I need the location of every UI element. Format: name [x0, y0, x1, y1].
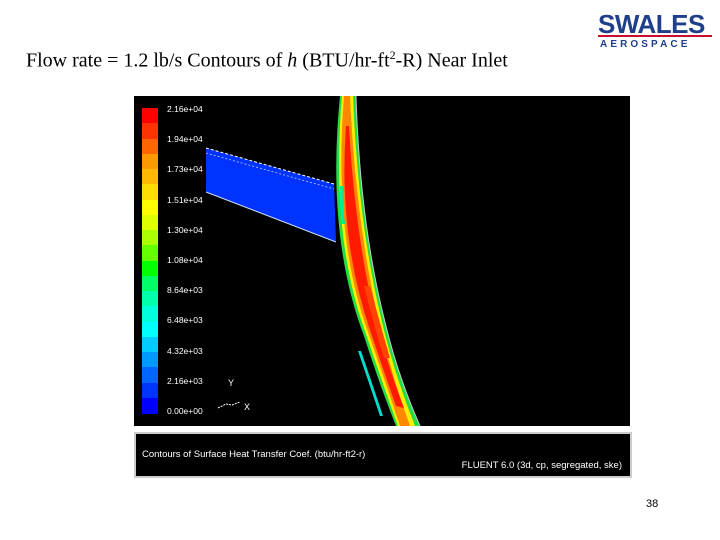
colorbar-tick-label: 8.64e+03 [167, 285, 203, 296]
colorbar-tick-label: 1.73e+04 [167, 164, 203, 175]
colorbar-swatch [142, 214, 158, 231]
inlet-edge-top [205, 147, 335, 185]
colorbar-tick-label: 1.30e+04 [167, 224, 203, 235]
wall-hotspot-lower [364, 286, 390, 358]
colorbar-tick-label: 2.16e+04 [167, 104, 203, 114]
colorbar-swatch [142, 169, 158, 185]
colorbar-tick-label: 4.32e+03 [167, 345, 203, 356]
plot-caption-box: Contours of Surface Heat Transfer Coef. … [134, 432, 632, 478]
title-units-sup: 2 [389, 48, 396, 62]
inlet-surface [206, 148, 336, 242]
colorbar-tick-label: 6.48e+03 [167, 315, 203, 326]
colorbar-tick-label: 1.51e+04 [167, 194, 203, 205]
colorbar-swatch [142, 306, 158, 322]
colorbar-tick-label: 2.16e+03 [167, 375, 203, 386]
logo-underline [598, 35, 712, 37]
colorbar-swatch [142, 336, 158, 353]
colorbar-swatch [142, 367, 158, 383]
colorbar-swatch [142, 230, 158, 246]
colorbar [142, 108, 158, 414]
colorbar-swatch [142, 352, 158, 368]
colorbar-swatch [142, 291, 158, 307]
title-prefix: Flow rate = 1.2 lb/s Contours of [26, 49, 288, 72]
colorbar-tick-label: 1.08e+04 [167, 255, 203, 265]
wall-cool-streak [358, 351, 383, 416]
axis-triad-icon [217, 401, 241, 409]
axis-x-label: X [244, 402, 251, 412]
colorbar-swatch [142, 108, 158, 124]
colorbar-swatch [142, 260, 158, 277]
plot-caption-right: FLUENT 6.0 (3d, cp, segregated, ske) [461, 460, 622, 471]
swales-logo: SWALES AEROSPACE [598, 10, 712, 50]
colorbar-tick-label: 0.00e+00 [167, 406, 203, 416]
wall-band-red [344, 126, 404, 408]
colorbar-swatch [142, 275, 158, 292]
colorbar-tick-label: 1.94e+04 [167, 134, 203, 145]
colorbar-swatch [142, 138, 158, 155]
slide-title: Flow rate = 1.2 lb/s Contours of h (BTU/… [26, 48, 508, 73]
wall-band-yellow [339, 96, 415, 426]
logo-subtitle: AEROSPACE [600, 39, 691, 50]
logo-wordmark: SWALES [598, 9, 705, 39]
colorbar-swatch [142, 153, 158, 170]
wall-cool-streak-2 [339, 186, 345, 224]
title-symbol: h [287, 49, 298, 72]
title-units-b: -R) Near Inlet [395, 49, 508, 72]
colorbar-swatch [142, 382, 158, 399]
colorbar-swatch [142, 123, 158, 139]
colorbar-swatch [142, 397, 158, 414]
wall-outer-edge [355, 96, 421, 426]
plot-caption-left: Contours of Surface Heat Transfer Coef. … [142, 449, 366, 460]
title-units-a: (BTU/hr-ft [297, 49, 390, 72]
inlet-edge-bottom [205, 191, 337, 243]
colorbar-swatch [142, 245, 158, 261]
contour-plot-viewport[interactable]: 2.16e+04 1.94e+04 1.73e+04 1.51e+04 1.30e+04… [134, 96, 630, 426]
axis-y-label: Y [228, 378, 235, 388]
colorbar-swatch [142, 321, 158, 338]
colorbar-swatch [142, 184, 158, 200]
page-number: 38 [646, 498, 659, 510]
colorbar-swatch [142, 199, 158, 216]
contour-render [205, 96, 421, 426]
